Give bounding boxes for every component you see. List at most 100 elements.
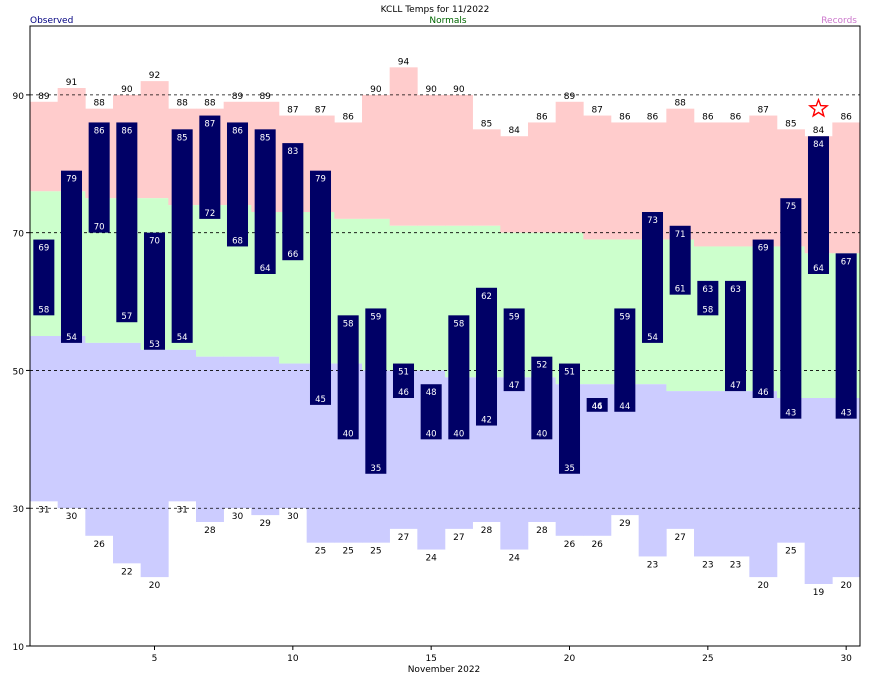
record-low-label-day-21: 26: [591, 540, 603, 550]
x-axis-label: November 2022: [408, 665, 481, 675]
record-high-band-day-24: [666, 108, 695, 240]
observed-bar-day-21: [586, 398, 608, 412]
record-high-band-day-26: [721, 122, 750, 247]
observed-bar-day-28: [780, 198, 802, 419]
observed-low-label-day-28: 43: [785, 409, 796, 419]
record-low-band-day-6: [168, 349, 197, 502]
record-high-label-day-15: 90: [425, 85, 437, 95]
record-low-label-day-12: 25: [342, 547, 353, 557]
observed-high-label-day-27: 69: [758, 244, 769, 254]
observed-high-label-day-12: 58: [343, 319, 354, 329]
observed-bar-day-26: [724, 280, 747, 392]
observed-high-label-day-23: 73: [647, 216, 658, 226]
normal-band-day-25: [694, 246, 722, 392]
record-low-band-day-9: [251, 356, 280, 516]
observed-low-label-day-7: 72: [204, 209, 215, 219]
record-high-label-day-27: 87: [757, 106, 768, 116]
record-high-label-day-10: 87: [287, 106, 298, 116]
normal-band-day-7: [196, 205, 224, 357]
record-low-label-day-15: 24: [425, 554, 437, 564]
record-high-label-day-21: 87: [591, 106, 602, 116]
record-low-band-day-10: [279, 363, 307, 509]
record-low-band-day-1: [30, 336, 58, 502]
observed-high-label-day-11: 79: [315, 175, 326, 185]
record-low-label-day-25: 23: [702, 560, 713, 570]
record-high-label-day-20: 89: [564, 92, 576, 102]
record-high-band-day-17: [472, 129, 501, 226]
observed-bar-day-2: [60, 170, 83, 343]
record-low-label-day-20: 26: [564, 540, 576, 550]
x-tick-label-10: 10: [287, 654, 299, 664]
observed-high-label-day-29: 84: [813, 140, 824, 150]
observed-high-label-day-13: 59: [370, 312, 381, 322]
record-high-label-day-26: 86: [730, 112, 742, 122]
chart-title: KCLL Temps for 11/2022: [381, 5, 490, 15]
record-low-band-day-23: [638, 384, 667, 557]
observed-bar-day-13: [365, 308, 387, 474]
observed-high-label-day-17: 62: [481, 292, 492, 302]
record-low-label-day-4: 22: [121, 567, 132, 577]
record-high-band-day-16: [445, 94, 473, 226]
observed-low-label-day-17: 42: [481, 416, 492, 426]
record-low-label-day-27: 20: [757, 581, 769, 591]
observed-low-label-day-4: 57: [121, 312, 132, 322]
record-low-label-day-13: 25: [370, 547, 381, 557]
observed-bar-day-1: [33, 239, 55, 316]
observed-bar-day-27: [752, 239, 774, 398]
observed-low-label-day-15: 40: [426, 429, 437, 439]
record-high-band-day-27: [749, 115, 778, 247]
record-low-band-day-25: [694, 391, 722, 557]
observed-high-label-day-24: 71: [675, 230, 686, 240]
x-tick-label-30: 30: [840, 654, 852, 664]
observed-high-label-day-25: 63: [702, 285, 713, 295]
record-high-label-day-14: 94: [398, 57, 410, 67]
observed-low-label-day-24: 61: [675, 285, 686, 295]
observed-bar-day-14: [392, 363, 415, 398]
record-high-band-day-30: [832, 122, 861, 254]
observed-low-label-day-13: 35: [370, 464, 381, 474]
record-high-label-day-28: 85: [785, 119, 796, 129]
observed-high-label-day-4: 86: [121, 126, 132, 136]
observed-high-label-day-18: 59: [509, 312, 520, 322]
observed-high-label-day-7: 87: [204, 120, 215, 130]
record-low-label-day-1: 31: [38, 505, 49, 515]
y-tick-label-70: 70: [13, 230, 25, 240]
record-high-label-day-30: 86: [840, 112, 852, 122]
normal-band-day-20: [555, 232, 584, 385]
observed-bar-day-5: [143, 232, 166, 350]
observed-low-label-day-14: 46: [398, 388, 409, 398]
record-high-label-day-7: 88: [204, 99, 216, 109]
record-low-band-day-28: [777, 398, 805, 543]
observed-low-label-day-25: 58: [702, 305, 713, 315]
record-high-label-day-5: 92: [149, 71, 160, 81]
observed-low-label-day-22: 44: [619, 402, 630, 412]
record-low-label-day-22: 29: [619, 519, 631, 529]
record-star-marker: [807, 97, 830, 118]
record-low-band-day-7: [196, 356, 224, 522]
observed-low-label-day-26: 47: [730, 381, 741, 391]
observed-low-label-day-29: 64: [813, 264, 824, 274]
observed-low-label-day-10: 66: [287, 250, 298, 260]
record-high-band-day-25: [694, 122, 722, 247]
record-low-label-day-17: 28: [481, 526, 493, 536]
observed-bar-day-6: [171, 129, 193, 343]
observed-high-label-day-14: 51: [398, 368, 409, 378]
observed-bar-day-8: [226, 122, 249, 247]
record-low-label-day-19: 28: [536, 526, 548, 536]
observed-low-label-day-1: 58: [38, 305, 49, 315]
observed-low-label-day-2: 54: [66, 333, 77, 343]
record-low-label-day-8: 30: [232, 512, 244, 522]
observed-bar-day-3: [88, 122, 110, 233]
observed-low-label-day-19: 40: [536, 429, 547, 439]
observed-bar-day-11: [309, 170, 332, 405]
record-high-label-day-24: 88: [674, 99, 686, 109]
record-low-band-day-18: [500, 377, 529, 550]
observed-high-label-day-5: 70: [149, 237, 160, 247]
observed-bar-day-9: [254, 129, 276, 274]
record-low-band-day-27: [749, 391, 778, 578]
record-high-label-day-16: 90: [453, 85, 465, 95]
observed-high-label-day-21: 46: [592, 402, 603, 412]
observed-bar-day-19: [531, 356, 553, 440]
record-high-band-day-20: [555, 101, 584, 233]
